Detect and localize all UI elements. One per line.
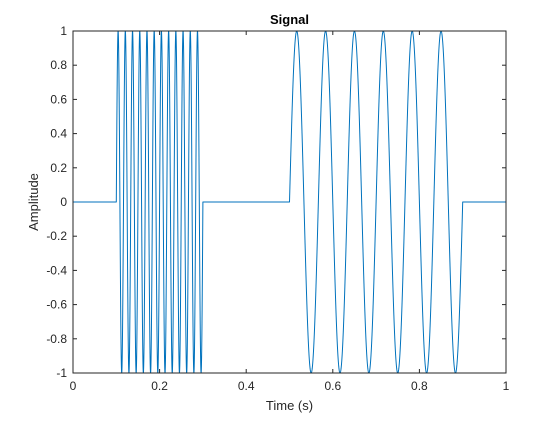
x-tick-label: 0.8 — [411, 379, 428, 393]
x-tick-label: 0.6 — [324, 379, 341, 393]
y-tick-label: 0.2 — [50, 161, 67, 175]
signal-line — [73, 30, 506, 374]
tick-labels-layer: 0 0.2 0.4 0.6 0.8 1 -1 -0.8 -0.6 -0.4 -0.2 0 0.2 0.4 0… — [46, 24, 509, 393]
plot-frame — [72, 30, 507, 374]
x-tick-label: 0 — [70, 379, 77, 393]
y-tick-label: -0.6 — [46, 298, 67, 312]
y-tick-label: -0.8 — [46, 332, 67, 346]
y-tick-label: -1 — [56, 366, 67, 380]
y-axis-label: Amplitude — [26, 173, 41, 231]
y-tick-label: 0.8 — [50, 58, 67, 72]
y-tick-label: 0.6 — [50, 92, 67, 106]
y-tick-label: 0.4 — [50, 127, 67, 141]
x-tick-label: 0.4 — [238, 379, 255, 393]
x-axis-label: Time (s) — [266, 398, 313, 413]
y-tick-label: 0 — [60, 195, 67, 209]
y-tick-label: -0.2 — [46, 229, 67, 243]
x-tick-label: 1 — [503, 379, 510, 393]
y-tick-label: -0.4 — [46, 263, 67, 277]
chart-title: Signal — [270, 12, 309, 27]
x-tick-label: 0.2 — [151, 379, 168, 393]
y-tick-label: 1 — [60, 24, 67, 38]
